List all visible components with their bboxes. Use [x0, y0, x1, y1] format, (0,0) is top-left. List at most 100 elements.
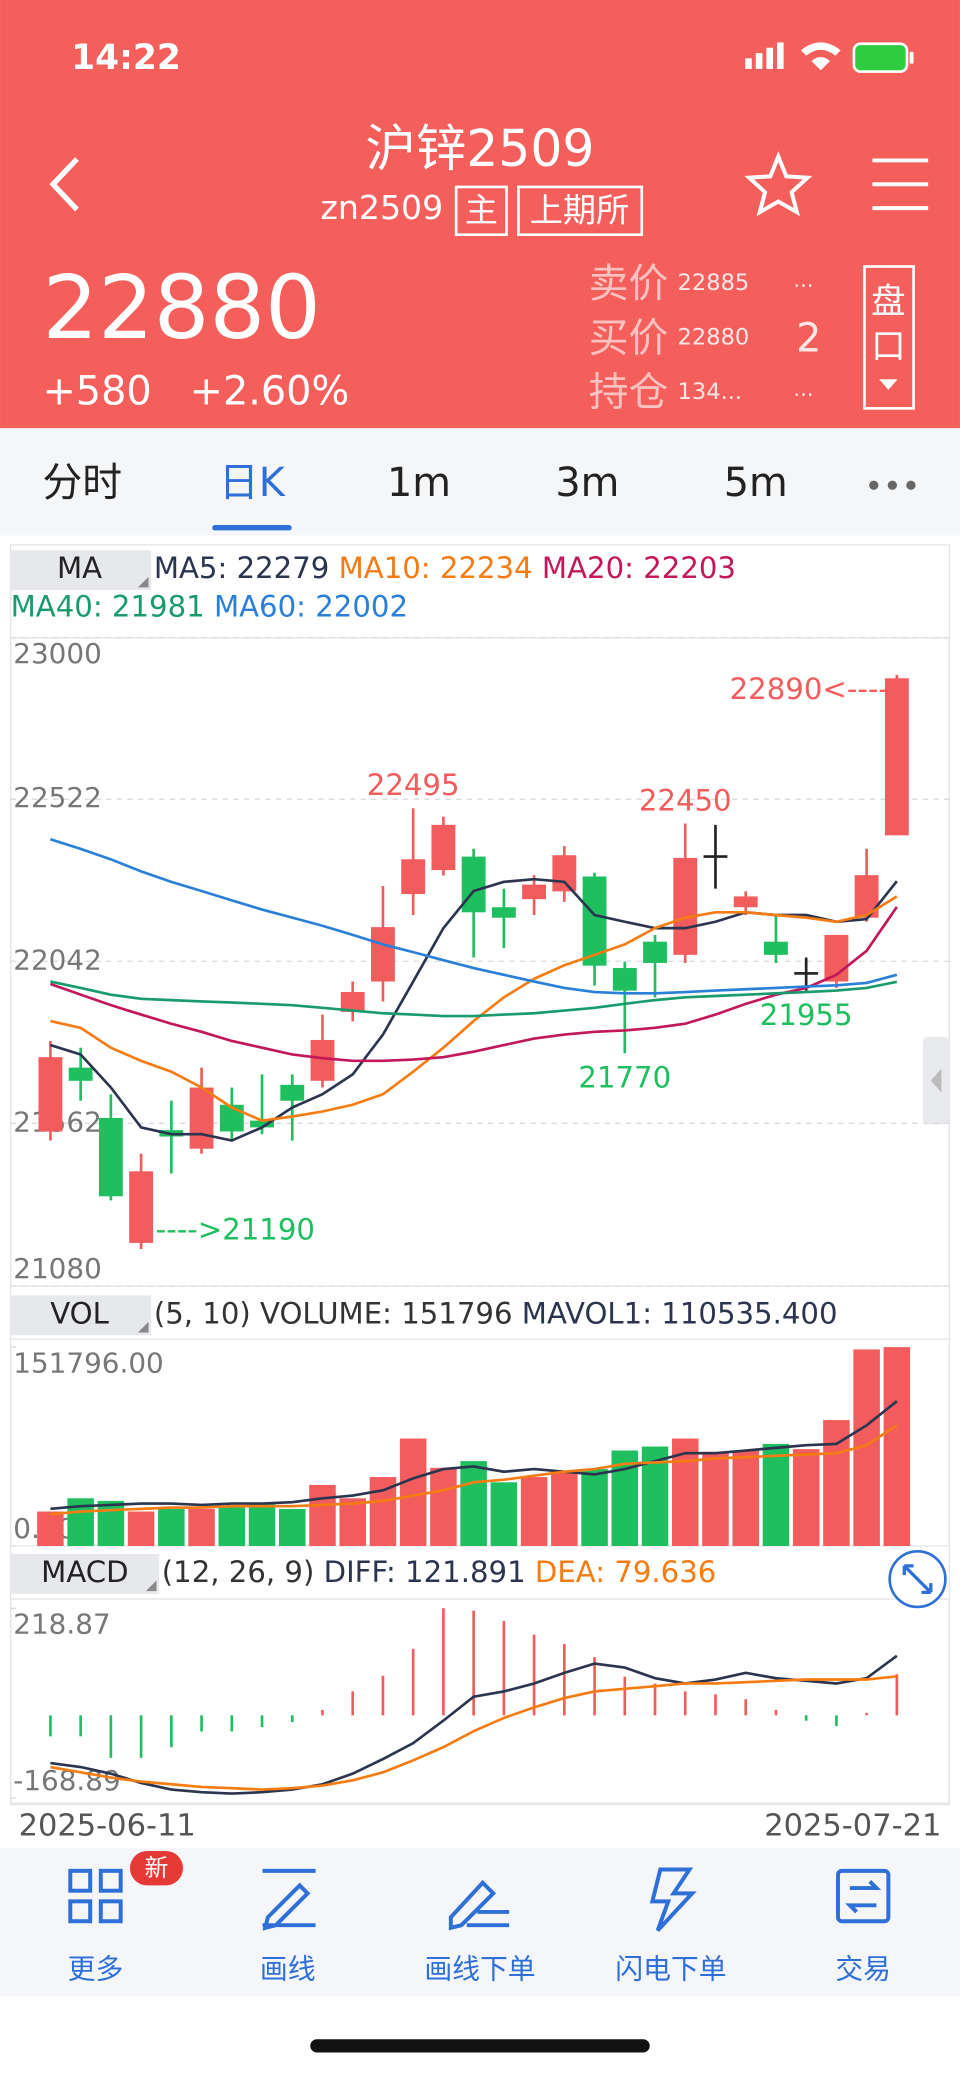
indicator-box[interactable] [10, 1553, 160, 1594]
candle-body [129, 1171, 154, 1243]
volume-bar [248, 1503, 276, 1546]
panel-button-label: 口 [871, 327, 905, 367]
legend-entry: MA40: 21981 [11, 590, 205, 624]
chart-bg [0, 535, 960, 1849]
volume-bar [127, 1511, 155, 1546]
volume-bar [339, 1498, 366, 1546]
tab-underline [212, 525, 292, 531]
legend-entry: MA60: 22002 [214, 590, 408, 624]
toolbar-label[interactable]: 交易 [835, 1952, 891, 1985]
home-indicator [310, 2039, 650, 2053]
tab[interactable]: 分时 [42, 460, 122, 506]
tab[interactable]: 日K [219, 460, 286, 506]
volume-bar [460, 1461, 487, 1546]
legend-entry: MA20: 22203 [542, 551, 736, 585]
quote-extra: 2 [796, 315, 821, 361]
price-annotation: ---->21190 [156, 1213, 315, 1247]
quote-label: 买价 [589, 315, 669, 361]
indicator-title: VOL [50, 1296, 109, 1330]
header-bg [0, 0, 960, 429]
date-label: 2025-06-11 [19, 1809, 196, 1844]
quote-block: 卖价 22885 ... 买价 22880 2 持仓 134...... [589, 261, 822, 416]
candle-body [794, 972, 819, 975]
toolbar-label[interactable]: 画线下单 [424, 1952, 535, 1985]
price-annotation: 22890<---- [730, 672, 889, 706]
candle-body [884, 678, 909, 836]
status-time: 14:22 [71, 38, 181, 78]
indicator-line [50, 980, 898, 1018]
more-tabs[interactable] [869, 480, 916, 490]
legend: (5, 10) VOLUME: 151796 MAVOL1: 110535.400 [154, 1296, 838, 1330]
price-annotation: 21770 [578, 1061, 671, 1095]
legend: (12, 26, 9) DIFF: 121.891 DEA: 79.636 [162, 1555, 717, 1589]
volume-bar [520, 1477, 548, 1546]
candle-body [612, 968, 637, 991]
volume-bar [551, 1471, 578, 1546]
tab[interactable]: 5m [724, 460, 788, 506]
tag-box [517, 185, 644, 237]
tag: 上期所 [530, 191, 629, 230]
y-tick-label: 22522 [13, 781, 102, 814]
candle-body [854, 875, 879, 918]
price-annotation: 22495 [367, 768, 460, 802]
dropdown-arrow [879, 379, 898, 390]
indicator-line [50, 1400, 898, 1511]
candle-body [733, 896, 758, 908]
price-change: +580 [42, 368, 151, 414]
macd-panel-frame [9, 1598, 951, 1804]
last-price: 22880 [42, 257, 320, 359]
tab[interactable]: 1m [387, 460, 451, 506]
tab[interactable]: 3m [555, 460, 619, 506]
candle-body [340, 991, 365, 1012]
toolbar-label[interactable]: 闪电下单 [615, 1952, 726, 1985]
indicator-line [50, 1675, 897, 1791]
candle-body [703, 855, 728, 858]
toolbar: 更多 新画线 画线下单 闪电下单 交易 [68, 1850, 891, 1985]
tag-box [454, 185, 508, 237]
candle-body [401, 859, 426, 895]
badge-bg [129, 1850, 183, 1886]
candle-body [280, 1084, 305, 1101]
volume-bar [792, 1449, 820, 1546]
indicator-line [50, 838, 898, 995]
legend: MA40: 21981 MA60: 22002 [11, 590, 408, 624]
title: 沪锌2509 [366, 119, 595, 178]
back-button[interactable] [49, 157, 79, 212]
favorite-button[interactable] [744, 151, 813, 217]
candle-body [643, 941, 667, 963]
candle-body [250, 1120, 274, 1128]
candle-body [98, 1117, 123, 1197]
candle-body [68, 1067, 93, 1081]
volume-bar [490, 1482, 518, 1546]
side-handle-arrow [930, 1068, 942, 1093]
date-label: 2025-07-21 [764, 1809, 941, 1844]
toolbar-label[interactable]: 画线 [260, 1952, 316, 1985]
indicator-box[interactable] [10, 550, 152, 591]
toolbar-icons [68, 1867, 891, 1932]
quote-value: 22880 [678, 325, 750, 351]
indicator-params: (12, 26, 9) [162, 1555, 315, 1589]
quote-value: 22885 [678, 270, 750, 296]
y-tick-label: 21080 [13, 1252, 102, 1285]
candle-body [371, 927, 395, 982]
indicator-title: MA [57, 551, 102, 585]
volume-bar [762, 1443, 790, 1546]
candle-body [673, 857, 698, 955]
y-tick-label: 23000 [13, 637, 102, 670]
candle-body [461, 856, 486, 913]
legend-entry: DIFF: 121.891 [324, 1555, 526, 1589]
volume-bar [158, 1508, 185, 1546]
indicator-line [50, 1424, 898, 1516]
volume-bar [823, 1420, 850, 1546]
toolbar-label[interactable]: 更多 [68, 1952, 124, 1985]
candle-body [552, 855, 577, 892]
legend: MA5: 22279 MA10: 22234 MA20: 22203 [154, 551, 736, 585]
y-tick-label: 22042 [13, 943, 102, 976]
status-icons [745, 42, 914, 73]
menu-button[interactable] [872, 158, 929, 211]
indicator-title: MACD [41, 1555, 128, 1589]
indicator-box[interactable] [10, 1295, 152, 1336]
fullscreen-icon [902, 1564, 933, 1595]
panel-button[interactable] [863, 265, 915, 410]
